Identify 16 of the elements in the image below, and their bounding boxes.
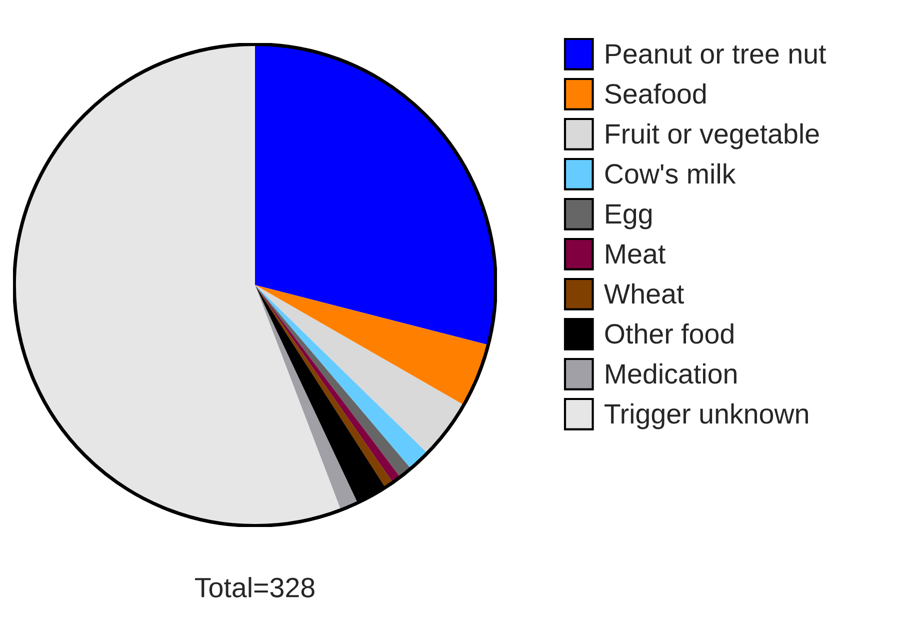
- legend-label: Peanut or tree nut: [606, 44, 826, 64]
- pie-slice: [255, 285, 488, 405]
- pie-slice: [255, 285, 358, 510]
- legend-label: Medication: [606, 363, 736, 384]
- pie-slice: [14, 44, 341, 526]
- legend-label: Trigger unknown: [604, 403, 808, 430]
- legend-label: Egg: [606, 204, 652, 230]
- legend-label: Fruit or vegetable: [606, 123, 819, 150]
- legend-label: Meat: [606, 244, 666, 264]
- legend-label: Seafood: [605, 83, 706, 104]
- legend-label: Other food: [605, 323, 734, 344]
- legend-label: Wheat: [604, 283, 684, 304]
- pie-slice: [255, 44, 496, 345]
- pie-slice: [255, 285, 464, 454]
- text: Total=328: [195, 577, 314, 598]
- legend-label: Cow's milk: [605, 163, 736, 184]
